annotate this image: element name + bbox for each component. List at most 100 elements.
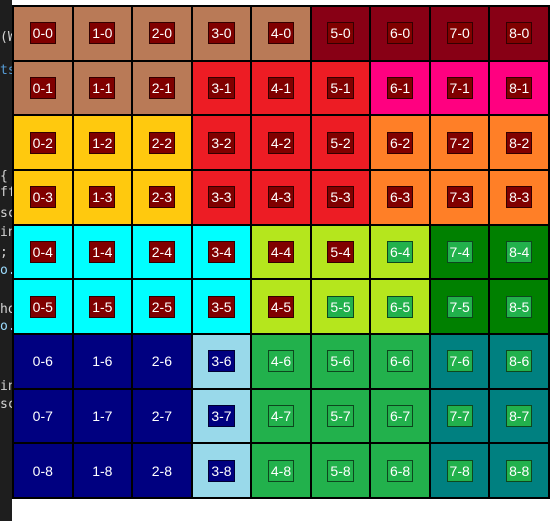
cell-coordinate-label: 8-2	[506, 131, 533, 154]
board-cell[interactable]: 5-8	[310, 443, 371, 498]
cell-coordinate-label: 7-5	[446, 295, 473, 318]
board-cell[interactable]: 6-5	[370, 279, 430, 334]
board-cell[interactable]: 8-4	[489, 224, 549, 280]
board-cell[interactable]: 2-0	[132, 6, 192, 61]
board-cell[interactable]: 1-2	[72, 115, 133, 170]
board-cell[interactable]: 6-2	[370, 115, 430, 170]
board-cell[interactable]: 6-8	[370, 443, 430, 498]
board-cell[interactable]: 1-5	[72, 279, 133, 334]
board-cell[interactable]: 0-4	[13, 224, 73, 280]
board-cell[interactable]: 7-5	[429, 279, 490, 334]
board-cell[interactable]: 7-1	[429, 60, 490, 116]
board-cell[interactable]: 3-0	[191, 6, 252, 61]
board-cell[interactable]: 8-0	[489, 6, 549, 61]
cell-coordinate-label: 7-2	[446, 131, 473, 154]
board-cell[interactable]: 1-7	[72, 388, 133, 444]
cell-coordinate-label: 3-6	[208, 350, 235, 373]
board-cell[interactable]: 7-8	[429, 443, 490, 498]
board-cell[interactable]: 2-8	[132, 443, 192, 498]
board-cell[interactable]: 4-6	[251, 334, 311, 389]
board-cell[interactable]: 0-0	[13, 6, 73, 61]
board-cell[interactable]: 2-1	[132, 60, 192, 116]
board-cell[interactable]: 4-3	[251, 170, 311, 225]
cell-coordinate-label: 1-6	[92, 353, 113, 370]
board-cell[interactable]: 2-2	[132, 115, 192, 170]
board-cell[interactable]: 0-5	[13, 279, 73, 334]
board-cell[interactable]: 3-5	[191, 279, 252, 334]
board-cell[interactable]: 2-6	[132, 334, 192, 389]
board-cell[interactable]: 0-8	[13, 443, 73, 498]
board-cell[interactable]: 5-7	[310, 388, 371, 444]
board-cell[interactable]: 3-1	[191, 60, 252, 116]
board-cell[interactable]: 2-4	[132, 224, 192, 280]
board-cell[interactable]: 7-4	[429, 224, 490, 280]
board-cell[interactable]: 6-1	[370, 60, 430, 116]
board-cell[interactable]: 3-7	[191, 388, 252, 444]
board-cell[interactable]: 6-4	[370, 224, 430, 280]
board-cell[interactable]: 2-5	[132, 279, 192, 334]
board-cell[interactable]: 6-0	[370, 6, 430, 61]
editor-code-fragment: o.	[0, 319, 12, 334]
cell-coordinate-label: 5-6	[327, 350, 354, 373]
board-cell[interactable]: 0-2	[13, 115, 73, 170]
board-cell[interactable]: 1-0	[72, 6, 133, 61]
board-cell[interactable]: 4-5	[251, 279, 311, 334]
cell-coordinate-label: 2-8	[151, 462, 172, 479]
board-cell[interactable]: 5-2	[310, 115, 371, 170]
board-cell[interactable]: 7-3	[429, 170, 490, 225]
board-cell[interactable]: 3-2	[191, 115, 252, 170]
cell-coordinate-label: 0-4	[29, 240, 56, 263]
board-cell[interactable]: 8-2	[489, 115, 549, 170]
board-cell[interactable]: 3-8	[191, 443, 252, 498]
board-cell[interactable]: 7-2	[429, 115, 490, 170]
board-cell[interactable]: 4-1	[251, 60, 311, 116]
board-cell[interactable]: 3-3	[191, 170, 252, 225]
board-cell[interactable]: 2-3	[132, 170, 192, 225]
board-cell[interactable]: 1-6	[72, 334, 133, 389]
cell-coordinate-label: 2-6	[151, 353, 172, 370]
board-cell[interactable]: 8-1	[489, 60, 549, 116]
board-cell[interactable]: 0-3	[13, 170, 73, 225]
board-cell[interactable]: 7-6	[429, 334, 490, 389]
board-cell[interactable]: 5-1	[310, 60, 371, 116]
board-cell[interactable]: 7-7	[429, 388, 490, 444]
board-cell[interactable]: 5-4	[310, 224, 371, 280]
board-cell[interactable]: 6-6	[370, 334, 430, 389]
cell-coordinate-label: 6-3	[386, 186, 414, 209]
board-cell[interactable]: 8-8	[489, 443, 549, 498]
board-cell[interactable]: 3-6	[191, 334, 252, 389]
board-cell[interactable]: 8-3	[489, 170, 549, 225]
cell-coordinate-label: 4-4	[267, 240, 295, 263]
board-cell[interactable]: 0-6	[13, 334, 73, 389]
cell-coordinate-label: 0-1	[29, 76, 56, 99]
board-cell[interactable]: 0-1	[13, 60, 73, 116]
board-cell[interactable]: 1-3	[72, 170, 133, 225]
board-cell[interactable]: 4-0	[251, 6, 311, 61]
board-cell[interactable]: 4-8	[251, 443, 311, 498]
board-cell[interactable]: 5-3	[310, 170, 371, 225]
board-cell[interactable]: 1-8	[72, 443, 133, 498]
board-cell[interactable]: 4-7	[251, 388, 311, 444]
board-cell[interactable]: 2-7	[132, 388, 192, 444]
board-cell[interactable]: 5-5	[310, 279, 371, 334]
board-cell[interactable]: 1-1	[72, 60, 133, 116]
board-cell[interactable]: 4-2	[251, 115, 311, 170]
cell-coordinate-label: 4-7	[267, 404, 295, 427]
cell-coordinate-label: 3-2	[208, 131, 235, 154]
board-cell[interactable]: 6-7	[370, 388, 430, 444]
editor-code-fragment: sc	[0, 397, 12, 412]
cell-coordinate-label: 7-6	[446, 350, 473, 373]
cell-coordinate-label: 3-8	[208, 459, 235, 482]
cell-coordinate-label: 8-4	[506, 240, 533, 263]
board-cell[interactable]: 6-3	[370, 170, 430, 225]
board-cell[interactable]: 8-7	[489, 388, 549, 444]
board-cell[interactable]: 7-0	[429, 6, 490, 61]
board-cell[interactable]: 1-4	[72, 224, 133, 280]
board-cell[interactable]: 0-7	[13, 388, 73, 444]
board-cell[interactable]: 8-6	[489, 334, 549, 389]
board-cell[interactable]: 5-6	[310, 334, 371, 389]
board-cell[interactable]: 4-4	[251, 224, 311, 280]
board-cell[interactable]: 5-0	[310, 6, 371, 61]
board-cell[interactable]: 3-4	[191, 224, 252, 280]
board-cell[interactable]: 8-5	[489, 279, 549, 334]
